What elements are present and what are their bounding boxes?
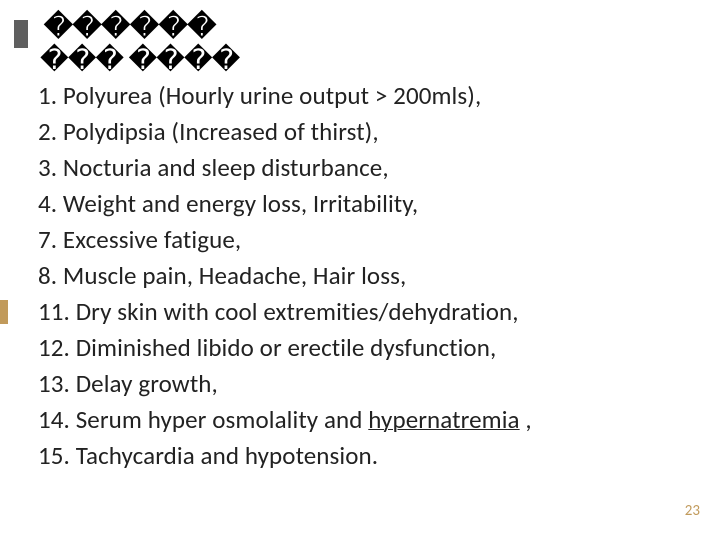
list-item: 1. Polyurea (Hourly urine output > 200ml… (38, 78, 692, 114)
list-item: 12. Diminished libido or erectile dysfun… (38, 330, 692, 366)
content-list: 1. Polyurea (Hourly urine output > 200ml… (28, 50, 692, 474)
list-item: 4. Weight and energy loss, Irritability, (38, 186, 692, 222)
list-item-text: 14. Serum hyper osmolality and (38, 404, 368, 435)
list-item-underline: hypernatremia (368, 404, 519, 435)
slide: ������ ��� ���� 1. Polyurea (Hourly urin… (0, 0, 720, 540)
list-item-text: , (520, 404, 532, 435)
left-accent-bar (0, 300, 8, 324)
list-item: 11. Dry skin with cool extremities/dehyd… (38, 294, 692, 330)
slide-title: ������ (44, 9, 216, 44)
list-item: 14. Serum hyper osmolality and hypernatr… (38, 402, 692, 438)
title-bullet (14, 20, 28, 48)
list-item: 15. Tachycardia and hypotension. (38, 438, 692, 474)
page-number: 23 (685, 502, 700, 520)
list-item: 13. Delay growth, (38, 366, 692, 402)
list-item: 7. Excessive fatigue, (38, 222, 692, 258)
overlay-glyphs: ��� ���� (40, 42, 239, 77)
list-item: 2. Polydipsia (Increased of thirst), (38, 114, 692, 150)
list-item: 8. Muscle pain, Headache, Hair loss, (38, 258, 692, 294)
list-item: 3. Nocturia and sleep disturbance, (38, 150, 692, 186)
